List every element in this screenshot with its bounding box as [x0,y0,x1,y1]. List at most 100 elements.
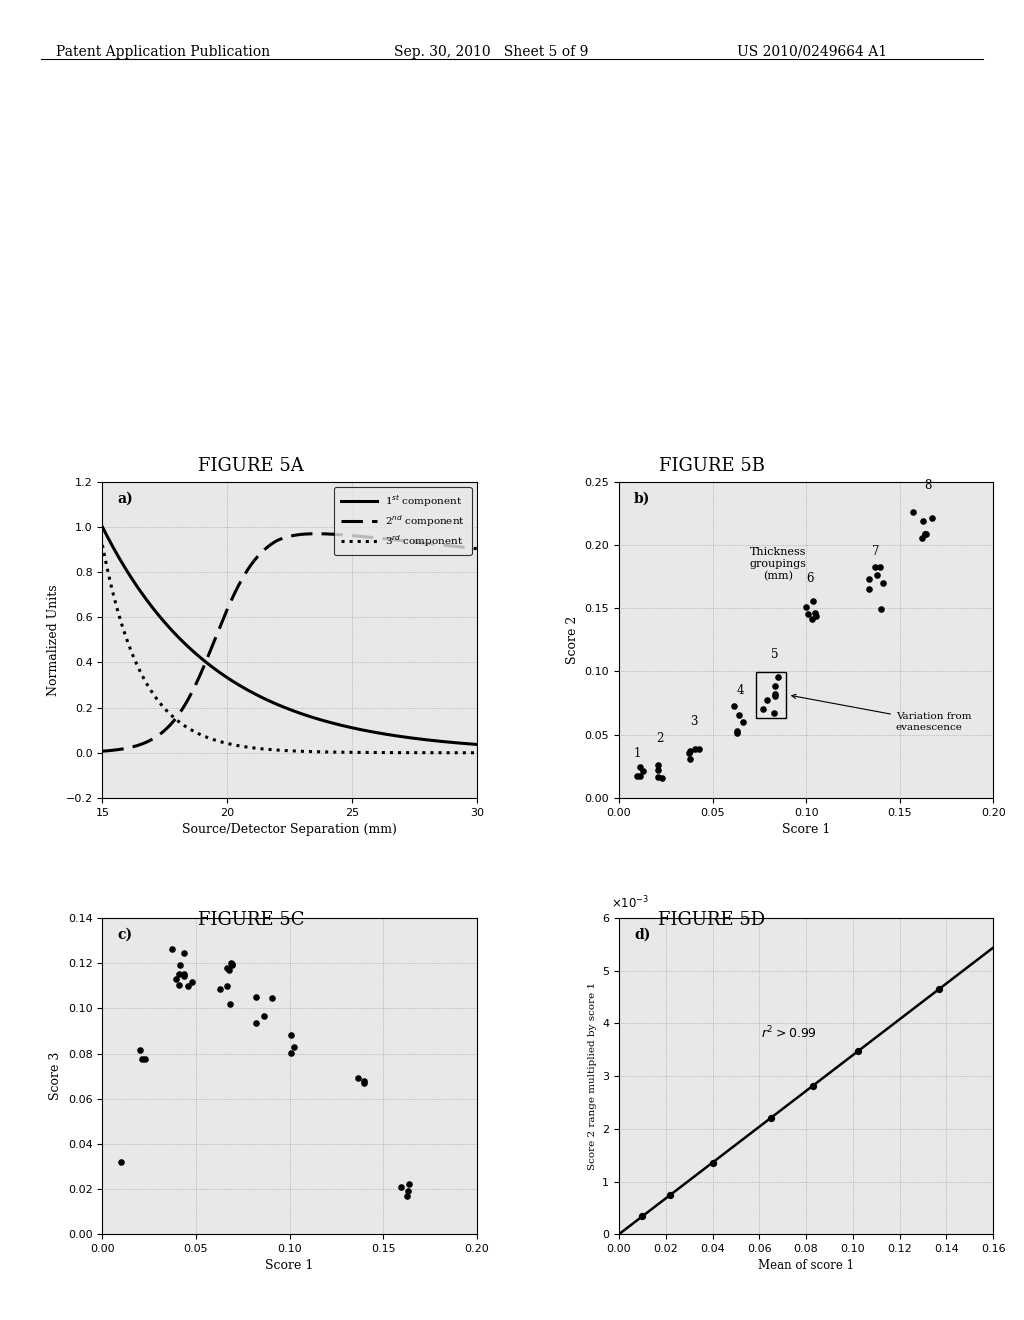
Point [808,605,824,626]
Text: FIGURE 5B: FIGURE 5B [658,457,765,475]
Y-axis label: Score 2: Score 2 [566,615,579,664]
Text: c): c) [118,928,132,941]
Point [134,1048,151,1069]
Point [136,1049,153,1071]
Point [924,508,940,529]
Point [682,748,698,770]
Point [729,722,745,743]
Text: 1: 1 [634,747,641,760]
Point [650,759,667,780]
Point [861,579,878,601]
Point [654,768,671,789]
Point [355,1071,372,1092]
Point [755,698,771,719]
Point [914,511,931,532]
Point [398,1185,415,1206]
Text: Patent Application Publication: Patent Application Publication [56,45,270,59]
Point [248,986,264,1007]
Point [223,952,240,973]
Point [871,557,888,578]
Point [805,590,821,611]
Point [687,739,703,760]
Point [682,741,698,762]
Point [731,705,748,726]
Point [874,573,891,594]
Text: 7: 7 [871,545,880,557]
Point [132,1039,148,1060]
Point [283,1043,299,1064]
Point [767,684,783,705]
Point [175,964,191,985]
Point [634,1205,650,1226]
Point [680,743,696,764]
2$^{nd}$ component [333,527,345,543]
Point [849,1041,865,1063]
Point [224,954,241,975]
Point [171,964,187,985]
Point [729,721,745,742]
Point [170,974,186,995]
Point [860,569,877,590]
Point [632,756,648,777]
Point [734,711,751,733]
Point [175,966,191,987]
Point [632,766,648,787]
Point [767,676,783,697]
Point [219,975,236,997]
Point [399,1180,416,1201]
2$^{nd}$ component [141,734,154,750]
2$^{nd}$ component [310,525,323,541]
Line: 1$^{st}$ component: 1$^{st}$ component [102,527,477,744]
Point [184,972,201,993]
Point [766,702,782,723]
Point [356,1072,373,1093]
1$^{st}$ component [141,593,154,609]
Y-axis label: Score 2 range multiplied by score 1: Score 2 range multiplied by score 1 [588,982,597,1171]
X-axis label: Score 1: Score 1 [782,824,830,836]
Line: 2$^{nd}$ component: 2$^{nd}$ component [102,533,477,751]
Point [770,667,786,688]
Point [248,1012,264,1034]
1$^{st}$ component [218,668,230,684]
Point [872,599,889,620]
3$^{rd}$ component [218,735,230,751]
Text: 6: 6 [806,573,814,586]
1$^{st}$ component [369,725,381,741]
Point [635,760,651,781]
1$^{st}$ component [96,519,109,535]
Point [805,1074,821,1096]
Point [219,957,236,978]
Point [992,932,1009,953]
3$^{rd}$ component [369,744,381,760]
1$^{st}$ component [332,717,344,733]
Text: FIGURE 5A: FIGURE 5A [198,457,304,475]
Text: FIGURE 5D: FIGURE 5D [658,911,765,929]
Point [286,1036,302,1057]
Text: Variation from
evanescence: Variation from evanescence [792,694,972,731]
Text: d): d) [634,928,650,941]
3$^{rd}$ component [332,744,344,760]
Text: FIGURE 5C: FIGURE 5C [198,911,304,929]
3$^{rd}$ component [96,537,109,553]
Point [350,1068,367,1089]
Point [931,978,947,999]
Text: 3: 3 [690,715,697,729]
Point [172,954,188,975]
Point [759,689,775,710]
Line: 3$^{rd}$ component: 3$^{rd}$ component [102,545,477,752]
Point [650,767,667,788]
2$^{nd}$ component [368,529,380,545]
Text: 8: 8 [924,479,932,492]
Point [705,1152,721,1173]
Point [175,942,191,964]
Point [691,739,708,760]
2$^{nd}$ component [471,541,483,557]
1$^{st}$ component [471,737,483,752]
3$^{rd}$ component [367,744,379,760]
2$^{nd}$ component [245,557,257,573]
2$^{nd}$ component [96,743,109,759]
Point [222,994,239,1015]
Point [168,969,184,990]
Text: 2: 2 [656,731,664,744]
Text: 5: 5 [770,648,778,661]
